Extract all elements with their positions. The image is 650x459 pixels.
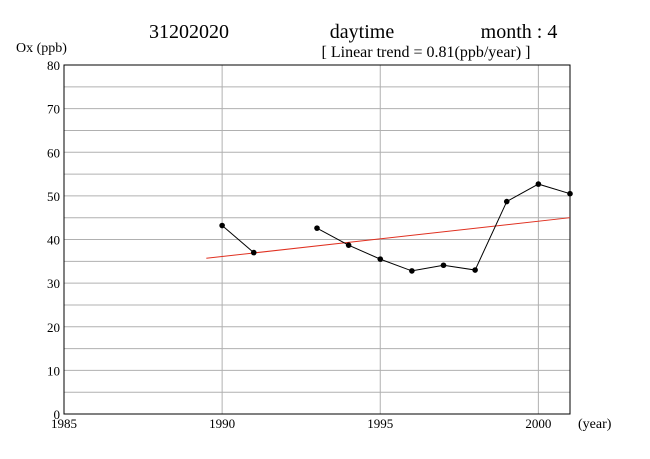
period-label: daytime [330,21,395,43]
x-tick-labels: 1985 1990 1995 2000 [51,416,551,431]
chart-header: 31202020 daytime month : 4 [ Linear tren… [149,21,557,61]
y-tick-label: 30 [47,276,60,291]
data-point [314,225,320,231]
data-point [440,262,447,269]
gridlines [63,64,570,415]
plot-frame [63,64,571,415]
trend-line [206,217,571,259]
y-tick-label: 0 [54,407,61,422]
data-point [250,249,257,256]
month-label: month : 4 [481,21,558,43]
trend-line-segment [206,217,571,259]
data-point [377,256,384,262]
y-tick-label: 10 [47,363,60,378]
x-tick-label: 2000 [525,416,551,431]
trend-label: [ Linear trend = 0.81(ppb/year) ] [322,44,531,61]
data-point [345,242,352,248]
y-tick-labels: 0 10 20 30 40 50 60 70 80 [47,58,60,422]
data-point [409,268,415,274]
data-point [472,267,478,273]
y-tick-label: 80 [47,58,60,73]
x-axis-title: (year) [578,417,612,432]
data-series [219,181,573,274]
y-tick-label: 50 [47,189,60,204]
data-point [567,190,573,197]
y-axis-title: Ox (ppb) [16,41,67,56]
x-tick-label: 1990 [209,416,235,431]
data-point [503,198,510,205]
data-point [219,222,225,229]
y-tick-label: 20 [47,320,60,335]
series-line [221,225,255,253]
x-tick-label: 1985 [51,416,77,431]
station-code: 31202020 [149,21,229,43]
y-tick-label: 70 [47,102,60,117]
x-tick-label: 1995 [367,416,393,431]
y-tick-label: 40 [47,233,60,248]
series-line [316,183,571,272]
data-point [535,181,542,187]
y-tick-label: 60 [47,145,60,160]
